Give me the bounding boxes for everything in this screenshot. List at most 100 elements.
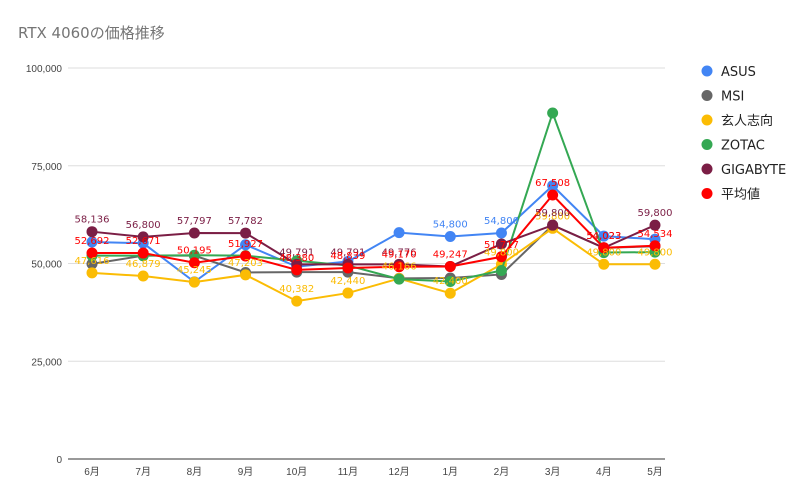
data-label: 49,170 — [382, 250, 417, 261]
data-label: 49,791 — [330, 247, 365, 258]
data-point — [444, 231, 456, 243]
data-point — [598, 258, 610, 270]
data-label: 52,671 — [126, 236, 161, 247]
data-label: 51,717 — [484, 240, 519, 251]
y-tick-label: 75,000 — [31, 162, 62, 173]
data-point — [649, 258, 661, 270]
data-label: 54,800 — [433, 220, 468, 231]
data-label: 58,136 — [75, 215, 110, 226]
data-label: 42,440 — [330, 276, 365, 287]
data-point — [547, 107, 559, 119]
data-label: 47,616 — [75, 256, 110, 267]
x-tick-label: 8月 — [187, 466, 203, 478]
series-line — [91, 227, 655, 303]
data-label: 42,400 — [433, 276, 468, 287]
data-label: 49,791 — [279, 247, 314, 258]
data-point — [188, 276, 200, 288]
x-tick-label: 12月 — [389, 466, 410, 478]
data-label: 47,203 — [228, 258, 263, 269]
x-tick-label: 11月 — [338, 466, 358, 478]
data-label: 46,879 — [126, 259, 161, 270]
x-tick-label: 4月 — [596, 466, 612, 478]
data-point — [444, 287, 456, 299]
data-point — [86, 267, 98, 279]
data-point — [291, 295, 303, 307]
data-label: 40,382 — [279, 284, 314, 295]
data-label: 57,797 — [177, 216, 212, 227]
y-tick-label: 0 — [56, 455, 62, 466]
series-line — [92, 109, 656, 283]
data-point — [547, 180, 559, 192]
data-label: 67,508 — [535, 178, 570, 189]
data-point — [86, 226, 98, 238]
data-point — [137, 231, 149, 243]
data-point — [495, 238, 507, 250]
chart-title: RTX 4060の価格推移 — [18, 24, 165, 42]
legend-label: GIGABYTE — [721, 163, 786, 178]
data-point — [393, 227, 405, 239]
data-point — [291, 264, 303, 276]
legend-marker — [701, 114, 713, 126]
data-label: 59,800 — [535, 211, 570, 222]
x-tick-label: 9月 — [238, 466, 254, 478]
legend-marker — [701, 188, 713, 199]
data-label: 46,166 — [382, 261, 417, 272]
data-point — [137, 247, 149, 259]
data-label: 59,800 — [638, 208, 673, 219]
legend-label: ZOTAC — [721, 139, 765, 154]
data-point — [393, 261, 405, 273]
data-point — [240, 269, 252, 281]
legend-label: 平均値 — [721, 187, 760, 203]
legend-label: ASUS — [721, 65, 756, 80]
data-point — [342, 262, 354, 274]
data-point — [649, 219, 661, 231]
data-label: 56,800 — [126, 220, 161, 231]
data-point — [137, 270, 149, 282]
x-tick-label: 7月 — [135, 466, 151, 478]
data-label: 51,927 — [228, 239, 263, 250]
data-point — [495, 251, 507, 263]
legend-marker — [701, 65, 713, 77]
legend-label: MSI — [721, 90, 744, 105]
legend-marker — [701, 139, 713, 150]
data-label: 54,023 — [586, 231, 621, 242]
data-point — [188, 227, 200, 239]
data-point — [444, 275, 456, 287]
data-label: 54,023 — [586, 231, 621, 242]
x-tick-label: 2月 — [494, 466, 510, 478]
series-line — [91, 224, 656, 268]
data-label: 48,839 — [330, 251, 365, 262]
data-label: 45,245 — [177, 265, 212, 276]
data-point — [342, 287, 354, 299]
data-label: 54,800 — [484, 216, 519, 227]
data-point — [547, 219, 559, 231]
data-label: 48,380 — [279, 253, 314, 264]
legend-marker — [701, 90, 713, 101]
y-tick-label: 50,000 — [31, 260, 62, 271]
data-label: 54,534 — [638, 229, 673, 240]
data-point — [86, 236, 98, 248]
data-point — [547, 189, 559, 201]
data-label: 49,776 — [382, 247, 417, 258]
series-line — [91, 193, 656, 271]
data-point — [86, 247, 98, 259]
x-tick-label: 1月 — [442, 466, 458, 478]
x-tick-label: 6月 — [84, 466, 100, 478]
data-label: 49,800 — [638, 247, 673, 258]
data-point — [240, 250, 252, 262]
y-tick-label: 100,000 — [26, 64, 63, 75]
data-label: 49,800 — [484, 247, 519, 258]
data-label: 50,195 — [177, 246, 212, 257]
data-label: 49,247 — [433, 249, 468, 260]
data-point — [598, 242, 610, 254]
data-point — [495, 227, 507, 239]
x-tick-label: 5月 — [647, 466, 663, 478]
data-point — [649, 240, 661, 252]
data-point — [240, 227, 252, 239]
legend-label: 玄人志向 — [721, 113, 773, 129]
y-tick-label: 25,000 — [31, 357, 62, 368]
data-label: 49,800 — [586, 247, 621, 258]
series-line — [91, 184, 656, 284]
